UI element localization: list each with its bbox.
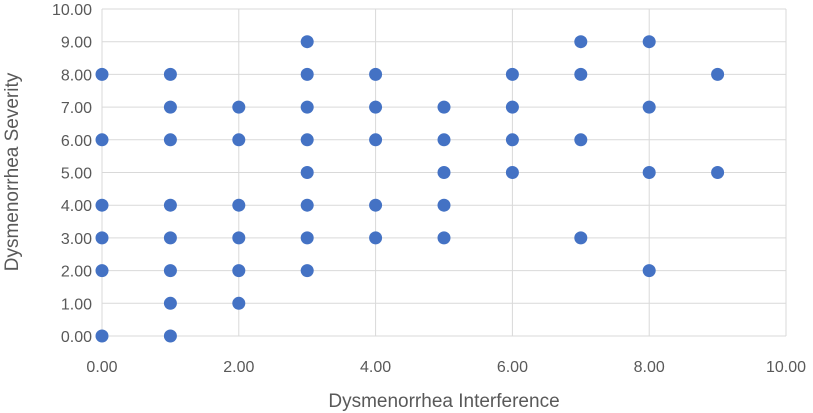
- data-point: [711, 166, 725, 179]
- data-point: [437, 231, 451, 245]
- data-point: [300, 133, 314, 147]
- data-point: [437, 100, 451, 114]
- data-point: [232, 264, 246, 278]
- x-tick-label: 4.00: [360, 359, 391, 376]
- data-point: [505, 166, 519, 179]
- x-tick-labels: 0.00 2.00 4.00 6.00 8.00 10.00: [86, 359, 806, 376]
- y-tick-label: 7.00: [61, 100, 92, 117]
- data-point: [163, 329, 177, 343]
- data-point: [574, 231, 588, 245]
- data-point: [95, 198, 109, 212]
- data-point: [95, 231, 109, 245]
- data-point: [642, 100, 656, 114]
- data-point: [232, 100, 246, 114]
- x-tick-label: 10.00: [766, 359, 806, 376]
- data-point: [642, 264, 656, 278]
- data-point: [711, 67, 725, 81]
- data-point: [232, 198, 246, 212]
- data-point: [95, 67, 109, 81]
- data-point: [505, 100, 519, 114]
- y-tick-label: 10.00: [52, 2, 92, 19]
- data-point: [300, 100, 314, 114]
- data-point: [300, 264, 314, 278]
- data-point: [300, 67, 314, 81]
- data-point: [437, 133, 451, 147]
- data-point: [163, 133, 177, 147]
- data-point: [369, 231, 383, 245]
- x-tick-label: 2.00: [223, 359, 254, 376]
- y-tick-label: 6.00: [61, 133, 92, 150]
- data-point: [163, 264, 177, 278]
- data-point: [505, 133, 519, 147]
- data-point: [437, 198, 451, 212]
- y-tick-label: 3.00: [61, 231, 92, 248]
- y-tick-label: 5.00: [61, 166, 92, 183]
- y-tick-labels: 0.00 1.00 2.00 3.00 4.00 5.00 6.00 7.00 8.00 9.00…: [52, 2, 92, 346]
- data-point: [163, 67, 177, 81]
- data-point: [369, 67, 383, 81]
- data-point: [642, 35, 656, 49]
- data-point: [163, 198, 177, 212]
- x-tick-label: 6.00: [497, 359, 528, 376]
- x-tick-label: 8.00: [634, 359, 665, 376]
- data-point: [300, 35, 314, 49]
- data-point: [163, 296, 177, 310]
- data-point: [300, 166, 314, 179]
- y-tick-label: 1.00: [61, 296, 92, 313]
- data-point: [232, 133, 246, 147]
- data-point: [163, 231, 177, 245]
- data-point: [95, 329, 109, 343]
- data-point: [574, 35, 588, 49]
- data-point: [232, 296, 246, 310]
- data-point: [369, 133, 383, 147]
- y-tick-label: 2.00: [61, 264, 92, 281]
- data-point: [437, 166, 451, 179]
- y-axis-title: Dysmenorrhea Severity: [2, 72, 23, 271]
- y-tick-label: 4.00: [61, 198, 92, 215]
- data-point: [95, 264, 109, 278]
- data-point: [642, 166, 656, 179]
- y-tick-label: 0.00: [61, 329, 92, 346]
- data-point: [300, 198, 314, 212]
- y-tick-label: 8.00: [61, 67, 92, 84]
- y-tick-label: 9.00: [61, 35, 92, 52]
- x-axis-title: Dysmenorrhea Interference: [328, 391, 559, 412]
- data-point: [232, 231, 246, 245]
- data-point: [95, 133, 109, 147]
- data-point: [369, 198, 383, 212]
- data-point: [574, 67, 588, 81]
- data-point: [163, 100, 177, 114]
- x-tick-label: 0.00: [86, 359, 117, 376]
- data-points: [95, 35, 725, 343]
- data-point: [369, 100, 383, 114]
- data-point: [300, 231, 314, 245]
- data-point: [574, 133, 588, 147]
- data-point: [505, 67, 519, 81]
